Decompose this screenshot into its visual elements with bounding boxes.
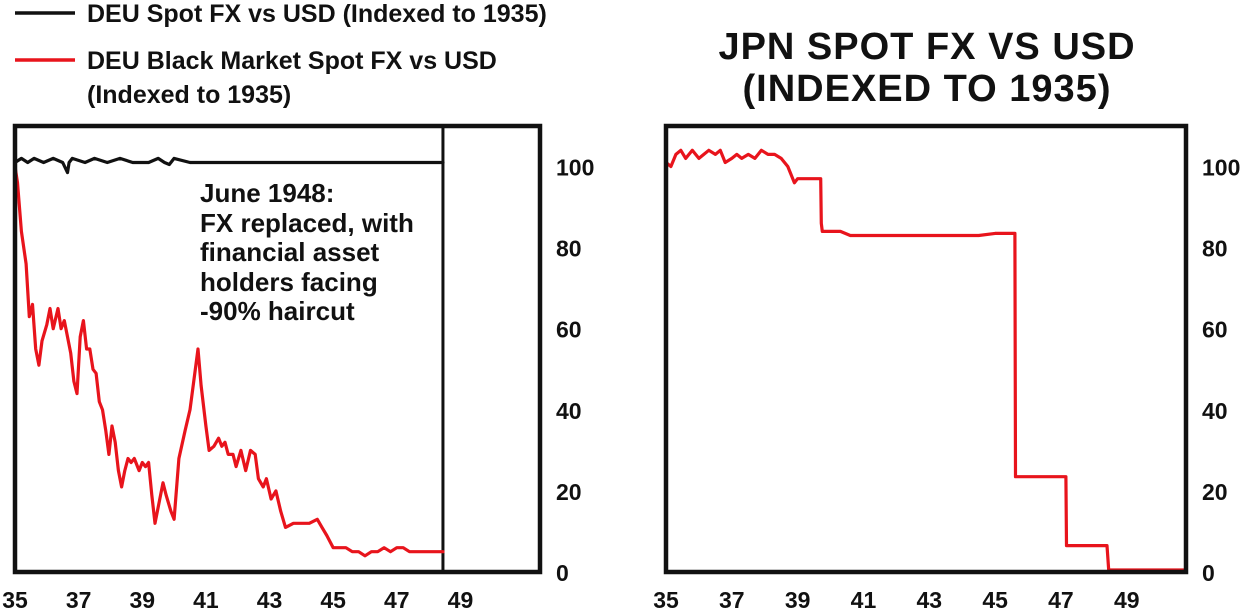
- annotation-line: June 1948:: [200, 178, 334, 208]
- y-tick-label: 20: [1202, 479, 1228, 505]
- y-tick-label: 0: [556, 560, 569, 586]
- deu-x-axis: 35 37 39 41 43 45 47 49: [2, 587, 473, 610]
- deu-series-line-1: [13, 164, 445, 558]
- jpn-chart: 0 20 40 60 80 100 35 37 39 41 43 45 47 49: [653, 123, 1240, 610]
- annotation-line: financial asset: [200, 237, 380, 267]
- deu-annotation: June 1948: FX replaced, with financial a…: [200, 178, 414, 326]
- deu-plot-area: [13, 126, 445, 572]
- x-tick-label: 49: [1114, 587, 1140, 610]
- x-tick-label: 35: [2, 587, 28, 610]
- x-tick-label: 35: [653, 587, 679, 610]
- jpn-plot-frame: [663, 123, 1189, 575]
- x-tick-label: 37: [66, 587, 92, 610]
- y-tick-label: 0: [1202, 560, 1215, 586]
- y-tick-label: 20: [556, 479, 582, 505]
- x-tick-label: 37: [719, 587, 745, 610]
- x-tick-label: 45: [320, 587, 346, 610]
- x-tick-label: 43: [916, 587, 942, 610]
- x-tick-label: 49: [448, 587, 474, 610]
- deu-y-axis: 0 20 40 60 80 100: [556, 155, 594, 586]
- chart-title-line2: (INDEXED TO 1935): [743, 68, 1112, 110]
- chart-title-line1: JPN SPOT FX VS USD: [718, 26, 1135, 68]
- x-tick-label: 47: [384, 587, 410, 610]
- deu-chart: June 1948: FX replaced, with financial a…: [2, 123, 594, 610]
- y-tick-label: 80: [1202, 236, 1228, 262]
- annotation-line: -90% haircut: [200, 296, 355, 326]
- x-tick-label: 43: [257, 587, 283, 610]
- y-tick-label: 80: [556, 236, 582, 262]
- legend-label-deu-black-market-line1: DEU Black Market Spot FX vs USD: [87, 47, 497, 75]
- x-tick-label: 47: [1048, 587, 1074, 610]
- deu-series-line-0: [13, 156, 445, 175]
- y-tick-label: 60: [556, 317, 582, 343]
- deu-plot-frame: [12, 123, 543, 575]
- jpn-x-axis: 35 37 39 41 43 45 47 49: [653, 587, 1139, 610]
- legend-label-deu-black-market-line2: (Indexed to 1935): [87, 81, 291, 109]
- legend-label-deu-spot: DEU Spot FX vs USD (Indexed to 1935): [87, 0, 547, 28]
- jpn-plot-area: [664, 148, 1188, 572]
- x-tick-label: 41: [193, 587, 219, 610]
- y-tick-label: 100: [556, 155, 594, 181]
- annotation-line: holders facing: [200, 267, 378, 297]
- y-tick-label: 60: [1202, 317, 1228, 343]
- jpn-y-axis: 0 20 40 60 80 100: [1202, 155, 1240, 586]
- annotation-line: FX replaced, with: [200, 208, 414, 238]
- y-tick-label: 100: [1202, 155, 1240, 181]
- x-tick-label: 41: [851, 587, 877, 610]
- y-tick-label: 40: [1202, 398, 1228, 424]
- x-tick-label: 39: [785, 587, 811, 610]
- legend: DEU Spot FX vs USD (Indexed to 1935) DEU…: [15, 0, 547, 109]
- x-tick-label: 45: [982, 587, 1008, 610]
- x-tick-label: 39: [129, 587, 155, 610]
- y-tick-label: 40: [556, 398, 582, 424]
- jpn-series-line-0: [664, 148, 1188, 572]
